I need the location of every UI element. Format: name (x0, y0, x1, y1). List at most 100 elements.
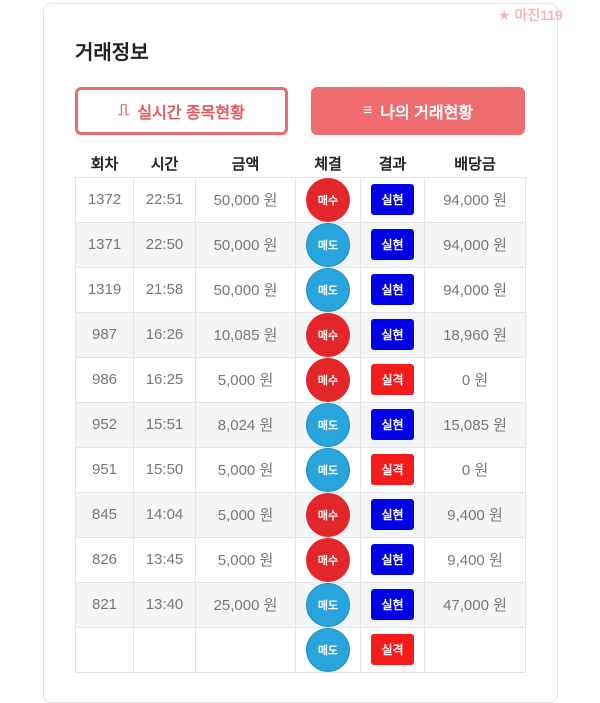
amount-cell: 50,000 원 (195, 176, 296, 223)
time-cell: 15:51 (133, 401, 196, 448)
amount-cell: 5,000 원 (195, 356, 296, 403)
table-row: 1372 22:51 50,000 원 매수 실현 94,000 원 (75, 176, 526, 223)
time-cell (133, 626, 196, 673)
amount-cell: 5,000 원 (195, 446, 296, 493)
time-cell: 13:45 (133, 536, 196, 583)
payout-cell: 18,960 원 (424, 311, 526, 358)
result-cell: 실격 (360, 356, 425, 403)
side-badge: 매수 (306, 357, 350, 402)
payout-cell: 94,000 원 (424, 266, 526, 313)
side-cell: 매수 (295, 311, 361, 358)
amount-cell: 5,000 원 (195, 536, 296, 583)
result-badge: 실현 (371, 499, 414, 530)
side-badge: 매수 (306, 537, 350, 582)
trade-table: 회차 시간 금액 체결 결과 배당금 1372 22:51 50,000 원 매수 실현 94,00… (75, 150, 526, 673)
time-cell: 14:04 (133, 491, 196, 538)
my-trades-label: 나의 거래현황 (380, 105, 474, 122)
column-header: 회차 (90, 155, 119, 173)
side-cell: 매도 (295, 401, 361, 448)
result-badge: 실현 (371, 589, 414, 620)
side-cell: 매도 (295, 221, 361, 268)
payout-cell: 94,000 원 (424, 221, 526, 268)
result-badge: 실격 (371, 364, 414, 395)
time-cell: 16:25 (133, 356, 196, 403)
amount-cell: 8,024 원 (195, 401, 296, 448)
side-badge: 매도 (306, 627, 350, 672)
list-icon: ≡ (362, 102, 373, 119)
side-cell: 매수 (295, 176, 361, 223)
time-cell: 21:58 (133, 266, 196, 313)
page-title: 거래정보 (75, 42, 149, 64)
side-badge: 매도 (306, 222, 350, 267)
result-cell: 실현 (360, 491, 425, 538)
result-cell: 실현 (360, 266, 425, 313)
side-badge: 매도 (306, 402, 350, 447)
realtime-status-button[interactable]: ⎍ 실시간 종목현황 (75, 87, 288, 135)
table-row: 매도 실격 (75, 626, 526, 673)
round-cell: 952 (75, 401, 134, 448)
time-cell: 13:40 (133, 581, 196, 628)
table-row: 986 16:25 5,000 원 매수 실격 0 원 (75, 356, 526, 403)
payout-cell: 9,400 원 (424, 536, 526, 583)
payout-cell: 94,000 원 (424, 176, 526, 223)
amount-cell: 10,085 원 (195, 311, 296, 358)
round-cell: 1372 (75, 176, 134, 223)
round-cell: 821 (75, 581, 134, 628)
table-row: 821 13:40 25,000 원 매도 실현 47,000 원 (75, 581, 526, 628)
amount-cell: 25,000 원 (195, 581, 296, 628)
table-row: 952 15:51 8,024 원 매도 실현 15,085 원 (75, 401, 526, 448)
result-cell: 실현 (360, 176, 425, 223)
round-cell: 826 (75, 536, 134, 583)
round-cell: 987 (75, 311, 134, 358)
result-badge: 실현 (371, 319, 414, 350)
side-cell: 매도 (295, 446, 361, 493)
side-badge: 매수 (306, 312, 350, 357)
round-cell: 986 (75, 356, 134, 403)
table-row: 826 13:45 5,000 원 매수 실현 9,400 원 (75, 536, 526, 583)
round-cell: 1319 (75, 266, 134, 313)
column-header: 시간 (150, 155, 179, 173)
side-cell: 매수 (295, 356, 361, 403)
realtime-status-label: 실시간 종목현황 (137, 105, 245, 122)
result-cell: 실현 (360, 221, 425, 268)
table-row: 951 15:50 5,000 원 매도 실격 0 원 (75, 446, 526, 493)
side-badge: 매도 (306, 447, 350, 492)
result-badge: 실현 (371, 274, 414, 305)
result-cell: 실격 (360, 446, 425, 493)
time-cell: 22:50 (133, 221, 196, 268)
time-cell: 15:50 (133, 446, 196, 493)
result-cell: 실현 (360, 581, 425, 628)
side-badge: 매수 (306, 177, 350, 222)
column-header: 체결 (314, 155, 342, 173)
watermark-logo: ★ 마진119 (498, 7, 563, 23)
round-cell: 951 (75, 446, 134, 493)
table-row: 1371 22:50 50,000 원 매도 실현 94,000 원 (75, 221, 526, 268)
payout-cell: 9,400 원 (424, 491, 526, 538)
my-trades-button[interactable]: ≡ 나의 거래현황 (311, 87, 525, 135)
result-badge: 실현 (371, 544, 414, 575)
table-row: 1319 21:58 50,000 원 매도 실현 94,000 원 (75, 266, 526, 313)
side-cell: 매도 (295, 626, 361, 673)
side-cell: 매수 (295, 536, 361, 583)
round-cell: 1371 (75, 221, 134, 268)
payout-cell: 15,085 원 (424, 401, 526, 448)
time-cell: 22:51 (133, 176, 196, 223)
result-cell: 실현 (360, 401, 425, 448)
amount-cell: 50,000 원 (195, 221, 296, 268)
column-header: 결과 (378, 155, 407, 173)
table-row: 987 16:26 10,085 원 매수 실현 18,960 원 (75, 311, 526, 358)
payout-cell: 47,000 원 (424, 581, 526, 628)
amount-cell (195, 626, 296, 673)
payout-cell: 0 원 (424, 356, 526, 403)
result-cell: 실현 (360, 536, 425, 583)
column-header: 배당금 (454, 155, 496, 173)
result-badge: 실격 (371, 634, 414, 665)
pulse-icon: ⎍ (118, 102, 130, 119)
amount-cell: 50,000 원 (195, 266, 296, 313)
round-cell (75, 626, 134, 673)
side-cell: 매도 (295, 581, 361, 628)
side-badge: 매도 (306, 267, 350, 312)
time-cell: 16:26 (133, 311, 196, 358)
result-badge: 실현 (371, 184, 414, 215)
result-badge: 실격 (371, 454, 414, 485)
